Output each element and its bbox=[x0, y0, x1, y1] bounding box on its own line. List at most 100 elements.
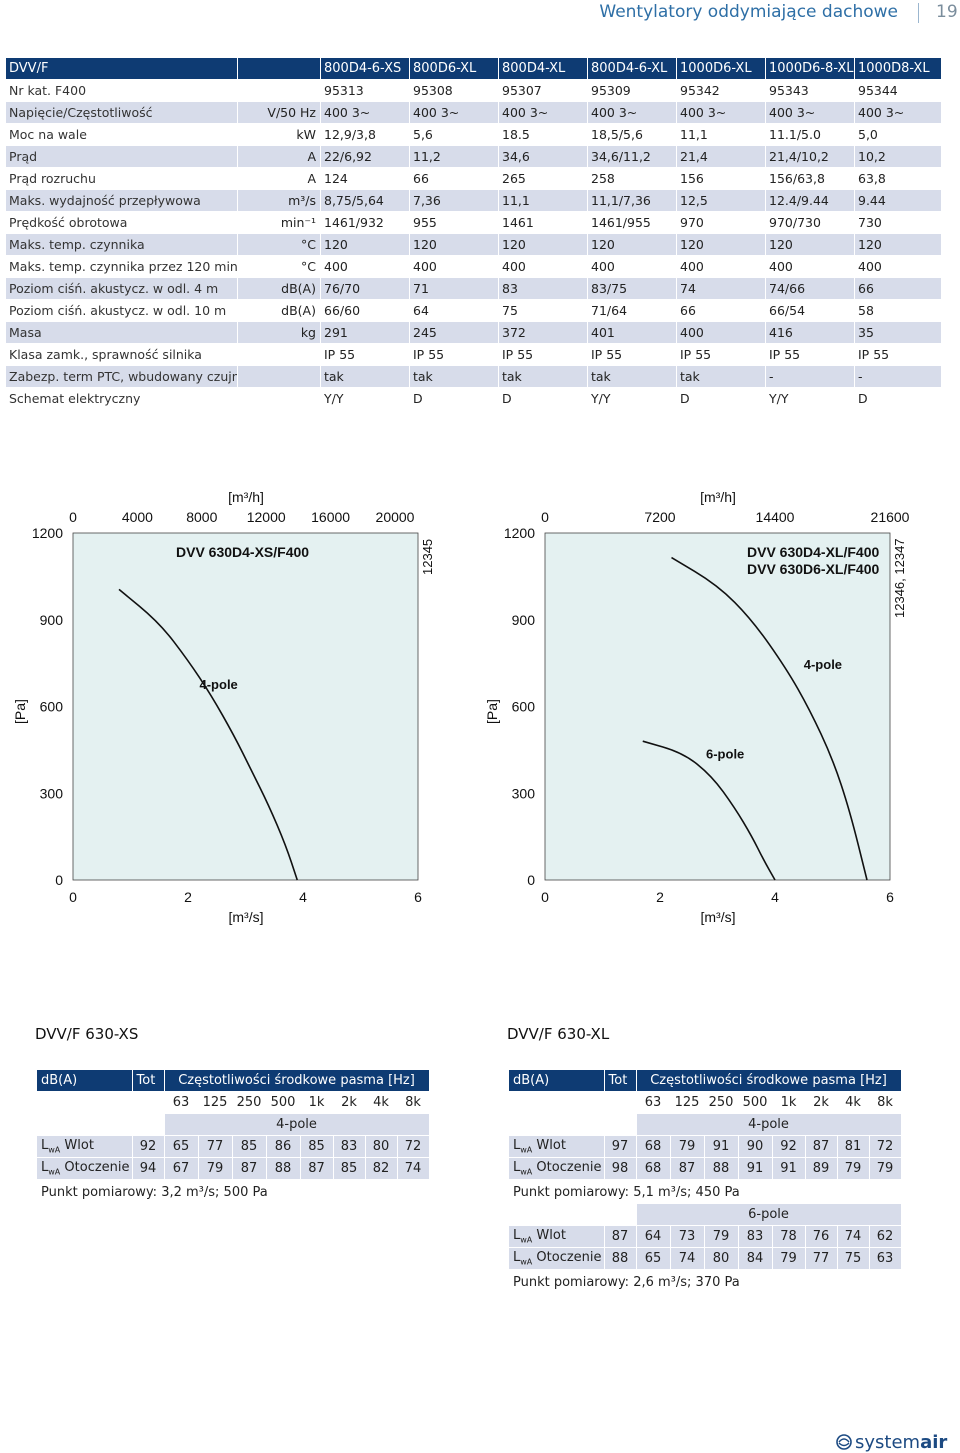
spec-row-unit: dB(A) bbox=[237, 299, 321, 322]
freq-label: 4k bbox=[364, 1091, 398, 1114]
sound-tot: 88 bbox=[603, 1247, 637, 1270]
systemair-logo: systemair bbox=[855, 1432, 948, 1453]
freq-label: 250 bbox=[231, 1091, 267, 1114]
sound-value: 79 bbox=[703, 1225, 739, 1248]
spec-row-unit: kg bbox=[237, 321, 321, 344]
freq-label: 1k bbox=[771, 1091, 806, 1114]
blank-cell bbox=[508, 1203, 605, 1226]
blank-cell bbox=[603, 1203, 637, 1226]
chart-title-2: DVV 630D6-XL/F400 bbox=[747, 561, 879, 577]
spec-cell: 400 3~ bbox=[320, 101, 410, 124]
y-tick-label: 900 bbox=[40, 612, 64, 628]
spec-cell: 63,8 bbox=[854, 167, 942, 190]
series-label-6-pole: 6-pole bbox=[706, 747, 744, 762]
spec-cell: 416 bbox=[765, 321, 855, 344]
sound-value: 62 bbox=[868, 1225, 902, 1248]
spec-row: Poziom ciśń. akustycz. w odl. 10 m dB(A) 6… bbox=[5, 299, 942, 322]
spec-row-unit: °C bbox=[237, 233, 321, 256]
blank-cell bbox=[131, 1091, 165, 1114]
spec-cell: 5,6 bbox=[409, 123, 499, 146]
spec-cell: IP 55 bbox=[320, 343, 410, 366]
sound-value: 80 bbox=[703, 1247, 739, 1270]
freq-label: 63 bbox=[635, 1091, 671, 1114]
sound-value: 83 bbox=[737, 1225, 773, 1248]
x-tick-label: 0 bbox=[541, 889, 549, 905]
spec-row-unit: kW bbox=[237, 123, 321, 146]
spec-cell: 400 bbox=[320, 255, 410, 278]
spec-cell: D bbox=[409, 387, 499, 410]
spec-cell: 75 bbox=[498, 299, 588, 322]
sound-value: 87 bbox=[669, 1157, 705, 1180]
x-axis-label: [m³/s] bbox=[229, 909, 264, 925]
spec-cell: 400 3~ bbox=[498, 101, 588, 124]
x2-tick-label: 7200 bbox=[644, 509, 675, 525]
x-tick-label: 2 bbox=[656, 889, 664, 905]
spec-cell: 400 bbox=[587, 255, 677, 278]
spec-header-model: 800D4-6-XS bbox=[320, 57, 410, 80]
plot-area bbox=[72, 532, 419, 881]
fan-curve-chart-xl: 0 300 600 900 1200 0 2 4 6 0 7200 14400 21600 [m³/s] [… bbox=[484, 489, 910, 925]
spec-cell: IP 55 bbox=[498, 343, 588, 366]
spec-cell: 400 bbox=[498, 255, 588, 278]
spec-row-label: Prędkość obrotowa bbox=[5, 211, 238, 234]
freq-label: 2k bbox=[804, 1091, 838, 1114]
sound-value: 91 bbox=[703, 1135, 739, 1158]
spec-cell: 12,9/3,8 bbox=[320, 123, 410, 146]
plot-area bbox=[544, 532, 891, 881]
spec-row-label: Prąd bbox=[5, 145, 238, 168]
chart-title: DVV 630D4-XL/F400 bbox=[747, 544, 879, 560]
spec-cell: 66 bbox=[409, 167, 499, 190]
spec-cell: 66/54 bbox=[765, 299, 855, 322]
x2-axis-label: [m³/h] bbox=[228, 489, 264, 505]
spec-row-label: Klasa zamk., sprawność silnika bbox=[5, 343, 238, 366]
spec-row-unit: A bbox=[237, 145, 321, 168]
sound-value: 76 bbox=[804, 1225, 838, 1248]
spec-cell: 11,2 bbox=[409, 145, 499, 168]
spec-row-label: Zabezp. term PTC, wbudowany czujnik bbox=[5, 365, 238, 388]
spec-cell: 120 bbox=[587, 233, 677, 256]
sound-value: 68 bbox=[635, 1157, 671, 1180]
spec-cell: Y/Y bbox=[765, 387, 855, 410]
spec-cell: 71 bbox=[409, 277, 499, 300]
sound-header-freq: Częstotliwości środkowe pasma [Hz] bbox=[163, 1069, 430, 1092]
sound-value: 82 bbox=[364, 1157, 398, 1180]
spec-cell: 5,0 bbox=[854, 123, 942, 146]
spec-cell: 1461 bbox=[498, 211, 588, 234]
x2-tick-label: 0 bbox=[69, 509, 77, 525]
spec-cell: 1461/955 bbox=[587, 211, 677, 234]
freq-label: 125 bbox=[197, 1091, 233, 1114]
spec-cell: IP 55 bbox=[409, 343, 499, 366]
spec-cell: 35 bbox=[854, 321, 942, 344]
sound-value: 72 bbox=[868, 1135, 902, 1158]
spec-cell: 1461/932 bbox=[320, 211, 410, 234]
freq-label: 2k bbox=[332, 1091, 366, 1114]
sound-value: 83 bbox=[332, 1135, 366, 1158]
sound-header-tot: Tot bbox=[603, 1069, 637, 1092]
sound-value: 75 bbox=[836, 1247, 870, 1270]
x-tick-label: 2 bbox=[184, 889, 192, 905]
x2-tick-label: 16000 bbox=[311, 509, 350, 525]
sound-row-label: LwA Otoczenie bbox=[508, 1247, 605, 1270]
sound-value: 85 bbox=[231, 1135, 267, 1158]
spec-cell: 22/6,92 bbox=[320, 145, 410, 168]
spec-cell: D bbox=[498, 387, 588, 410]
spec-row-unit: °C bbox=[237, 255, 321, 278]
spec-cell: - bbox=[854, 365, 942, 388]
sound-value: 79 bbox=[868, 1157, 902, 1180]
spec-cell: 95343 bbox=[765, 79, 855, 102]
freq-label: 1k bbox=[299, 1091, 334, 1114]
sound-value: 77 bbox=[197, 1135, 233, 1158]
blank-cell bbox=[131, 1113, 165, 1136]
sound-value: 87 bbox=[231, 1157, 267, 1180]
group-header: 4-pole bbox=[163, 1113, 430, 1136]
spec-cell: 156 bbox=[676, 167, 766, 190]
sound-value: 89 bbox=[804, 1157, 838, 1180]
spec-cell: 400 bbox=[854, 255, 942, 278]
spec-cell: 400 bbox=[676, 255, 766, 278]
spec-row-unit bbox=[237, 79, 321, 102]
sound-tot: 87 bbox=[603, 1225, 637, 1248]
spec-header-model: 1000D6-8-XL bbox=[765, 57, 855, 80]
spec-cell: 12,5 bbox=[676, 189, 766, 212]
spec-cell: 400 3~ bbox=[587, 101, 677, 124]
